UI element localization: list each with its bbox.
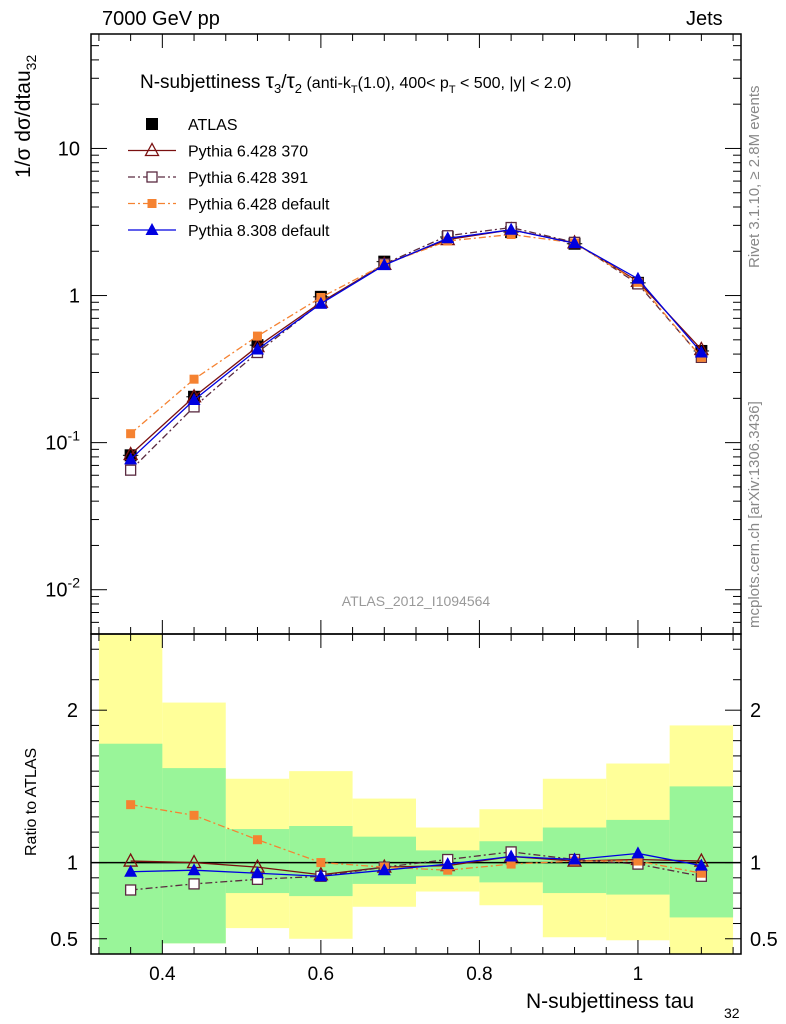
y-axis-label-sub: 32	[23, 55, 39, 71]
data-point	[568, 236, 582, 249]
ratio-point	[694, 858, 708, 871]
title-slash: /	[281, 72, 287, 93]
series-3	[126, 230, 706, 439]
series-4	[124, 222, 708, 465]
ratio-point	[316, 858, 326, 868]
ratio-point	[188, 878, 200, 890]
legend-marker	[144, 142, 160, 157]
legend-label: Pythia 6.428 391	[188, 170, 308, 187]
data-point	[189, 374, 199, 384]
series-0	[122, 226, 710, 462]
x-axis-label-sub: 32	[724, 1005, 740, 1021]
legend-label: Pythia 6.428 default	[188, 197, 330, 214]
ratio-point	[377, 863, 391, 876]
title-main: N-subjettiness	[140, 72, 266, 93]
title-tau-sub1: 3	[274, 81, 281, 96]
data-point	[126, 429, 136, 439]
ratio-axis-label: Ratio to ATLAS	[23, 748, 40, 856]
data-point	[187, 392, 201, 405]
series-line	[130, 229, 702, 460]
legend: ATLAS Pythia 6.428 370 Pythia 6.428 391 Pyt…	[128, 117, 330, 240]
series-2	[124, 221, 708, 476]
ratio-point	[443, 865, 453, 875]
ratio-series-3	[124, 846, 708, 882]
ratio-line	[130, 851, 702, 891]
data-point	[252, 331, 262, 341]
header-right: Jets	[686, 8, 723, 30]
ratio-point	[506, 859, 516, 869]
ratio-point	[631, 846, 645, 859]
ratio-point	[633, 856, 643, 866]
analysis-id: ATLAS_2012_I1094564	[342, 593, 491, 609]
header-left: 7000 GeV pp	[102, 8, 220, 30]
series-line	[130, 226, 702, 471]
ratio-point	[250, 866, 264, 879]
data-point	[504, 222, 518, 235]
series-line	[130, 229, 702, 456]
y-tick-label: 1	[69, 286, 80, 308]
ratio-tick-label-left: 1	[67, 853, 78, 875]
x-tick-label: 0.6	[308, 964, 334, 985]
title-paren-b: (1.0), 400< p	[358, 75, 449, 92]
data-point	[124, 452, 138, 465]
plot-layer: 0.4 0.6 0.8 1 10 1 10-1 10-2 2 2 1 1 0.5 0.5 ATLAS Pyth…	[45, 33, 778, 985]
legend-marker	[146, 171, 158, 183]
chart-title: N-subjettiness τ3/τ2 (anti-kT(1.0), 400<…	[140, 70, 572, 96]
title-paren-a: (anti-k	[302, 75, 352, 92]
uncertainty-band-inner	[669, 786, 734, 918]
data-point	[377, 258, 391, 271]
x-tick-label: 0.8	[466, 964, 492, 985]
data-point	[314, 296, 328, 309]
ratio-tick-label-right: 2	[750, 700, 761, 722]
ratio-point	[568, 852, 582, 865]
title-tau1: τ	[266, 70, 275, 93]
ratio-point	[189, 810, 199, 820]
ratio-tick-label-left: 2	[67, 700, 78, 722]
y-axis-label-main: 1/σ dσ/dtau	[12, 70, 35, 178]
series-1	[123, 221, 709, 461]
ratio-point	[696, 868, 706, 878]
ratio-point	[252, 835, 262, 845]
y-tick-label: 10-2	[45, 575, 80, 602]
ratio-point	[124, 884, 137, 896]
data-point	[441, 231, 455, 244]
y-axis-label: 1/σ dσ/dtau32	[12, 55, 39, 178]
title-tau-sub2: 2	[295, 81, 302, 96]
ratio-line	[130, 855, 702, 876]
ratio-point	[187, 863, 201, 876]
series-line	[130, 233, 702, 435]
title-pt-sub: T	[449, 84, 456, 96]
legend-label: Pythia 6.428 370	[188, 144, 308, 161]
x-tick-label: 1	[633, 964, 644, 985]
ratio-line	[130, 804, 702, 874]
x-axis-label-main: N-subjettiness tau	[526, 990, 694, 1013]
uncertainty-band-inner	[98, 743, 163, 954]
legend-label: ATLAS	[188, 117, 238, 134]
title-kt-sub: T	[351, 84, 358, 96]
ratio-tick-label-right: 1	[750, 853, 761, 875]
y-tick-label: 10-1	[45, 428, 80, 455]
data-point	[631, 271, 645, 284]
ratio-line	[130, 852, 702, 877]
legend-marker	[146, 118, 158, 130]
data-point	[124, 464, 137, 476]
x-axis-label: N-subjettiness tau 32	[526, 990, 740, 1021]
ratio-point	[441, 857, 455, 870]
ratio-point	[124, 864, 138, 877]
data-point	[250, 342, 264, 355]
ratio-point	[504, 849, 518, 862]
legend-marker	[145, 223, 159, 235]
title-tau2: τ	[286, 70, 295, 93]
ratio-tick-label-right: 0.5	[750, 929, 778, 951]
legend-label: Pythia 8.308 default	[188, 223, 330, 240]
y-tick-label: 10	[58, 138, 80, 160]
legend-marker	[147, 199, 157, 208]
ratio-point	[314, 869, 328, 882]
title-paren-c: < 500, |y| < 2.0)	[456, 75, 572, 92]
ratio-tick-label-left: 0.5	[50, 929, 78, 951]
x-tick-label: 0.4	[149, 964, 176, 985]
ratio-point	[126, 800, 136, 810]
data-point	[694, 345, 708, 358]
